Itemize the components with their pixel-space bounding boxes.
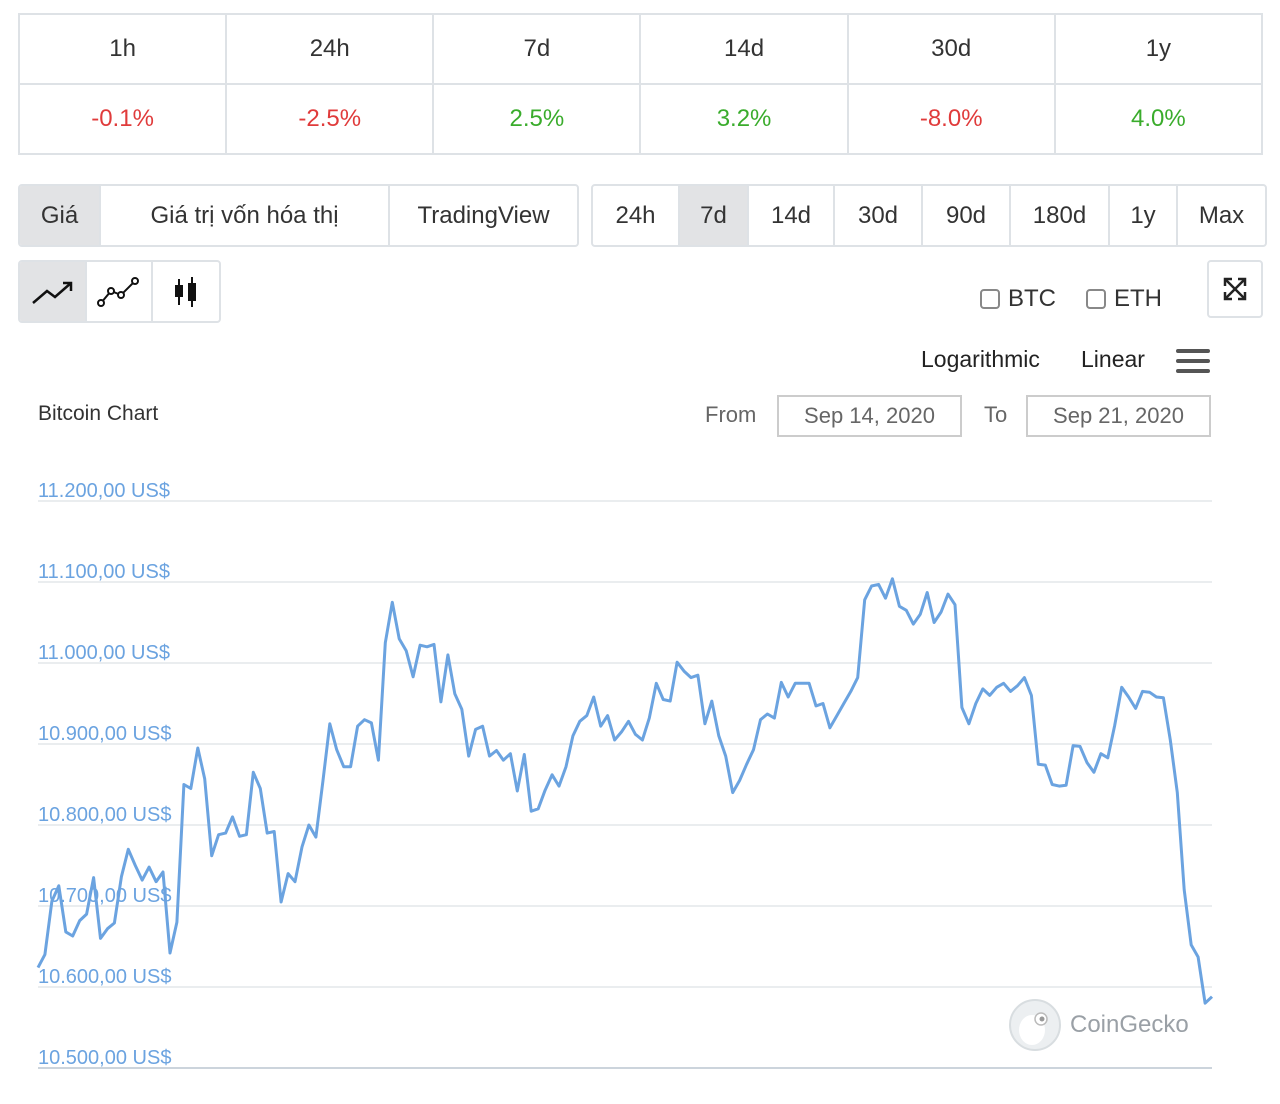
range-90d[interactable]: 90d bbox=[923, 186, 1011, 245]
expand-icon bbox=[1223, 277, 1247, 301]
to-date-input[interactable]: Sep 21, 2020 bbox=[1026, 395, 1211, 437]
tab-tradingview[interactable]: TradingView bbox=[417, 201, 550, 229]
change-value-14d: 3.2% bbox=[639, 83, 849, 155]
chart-type-toggles bbox=[18, 260, 221, 323]
change-header-14d: 14d bbox=[639, 13, 849, 85]
range-180d[interactable]: 180d bbox=[1011, 186, 1110, 245]
y-tick-label: 10.800,00 US$ bbox=[38, 804, 171, 826]
compare-eth[interactable]: ETH bbox=[1086, 285, 1162, 313]
tab-market-cap[interactable]: Giá trị vốn hóa thị bbox=[101, 186, 390, 245]
y-tick-label: 11.100,00 US$ bbox=[38, 561, 170, 583]
y-tick-label: 10.900,00 US$ bbox=[38, 723, 171, 745]
scale-logarithmic[interactable]: Logarithmic bbox=[921, 346, 1040, 372]
range-24h[interactable]: 24h bbox=[593, 186, 680, 245]
chart-title: Bitcoin Chart bbox=[38, 402, 159, 425]
scale-linear[interactable]: Linear bbox=[1081, 346, 1145, 372]
eth-checkbox[interactable] bbox=[1086, 289, 1106, 309]
change-header-1h: 1h bbox=[17, 13, 228, 85]
btc-checkbox[interactable] bbox=[980, 289, 1000, 309]
y-tick-label: 10.500,00 US$ bbox=[38, 1047, 171, 1069]
range-tabs: 24h 7d 14d 30d 90d 180d 1y Max bbox=[591, 184, 1267, 247]
y-tick-label: 10.700,00 US$ bbox=[38, 885, 171, 907]
range-1y[interactable]: 1y bbox=[1110, 186, 1178, 245]
y-tick-label: 11.200,00 US$ bbox=[38, 480, 170, 502]
change-value-24h: -2.5% bbox=[225, 83, 435, 155]
price-change-table: 1h 24h 7d 14d 30d 1y -0.1% -2.5% 2.5% 3.… bbox=[17, 13, 1264, 155]
range-max[interactable]: Max bbox=[1198, 201, 1245, 229]
y-tick-label: 11.000,00 US$ bbox=[38, 642, 170, 664]
candlestick-icon[interactable] bbox=[153, 262, 219, 321]
eth-label: ETH bbox=[1114, 285, 1162, 312]
view-tabs: Giá Giá trị vốn hóa thị TradingView bbox=[18, 184, 579, 247]
range-30d[interactable]: 30d bbox=[835, 186, 923, 245]
fullscreen-button[interactable] bbox=[1207, 260, 1263, 318]
point-line-icon[interactable] bbox=[87, 262, 153, 321]
change-header-1y: 1y bbox=[1053, 13, 1264, 85]
change-header-24h: 24h bbox=[225, 13, 435, 85]
to-label: To bbox=[984, 402, 1008, 427]
change-header-30d: 30d bbox=[846, 13, 1056, 85]
watermark-text: CoinGecko bbox=[1070, 1011, 1189, 1038]
price-series-line[interactable] bbox=[36, 577, 1214, 1005]
range-14d[interactable]: 14d bbox=[749, 186, 835, 245]
btc-label: BTC bbox=[1008, 285, 1056, 312]
change-header-7d: 7d bbox=[432, 13, 642, 85]
chart-menu-icon[interactable] bbox=[1176, 348, 1210, 374]
line-chart-icon[interactable] bbox=[20, 262, 87, 321]
y-tick-label: 10.600,00 US$ bbox=[38, 966, 171, 988]
compare-btc[interactable]: BTC bbox=[980, 285, 1056, 313]
range-7d[interactable]: 7d bbox=[680, 186, 749, 245]
change-value-1y: 4.0% bbox=[1053, 83, 1264, 155]
from-date-input[interactable]: Sep 14, 2020 bbox=[777, 395, 962, 437]
coingecko-logo-icon bbox=[1009, 999, 1061, 1051]
coingecko-watermark: CoinGecko bbox=[1008, 998, 1189, 1052]
change-value-7d: 2.5% bbox=[432, 83, 642, 155]
from-label: From bbox=[705, 402, 757, 427]
tab-price[interactable]: Giá bbox=[20, 186, 101, 245]
change-value-30d: -8.0% bbox=[846, 83, 1056, 155]
change-value-1h: -0.1% bbox=[17, 83, 228, 155]
